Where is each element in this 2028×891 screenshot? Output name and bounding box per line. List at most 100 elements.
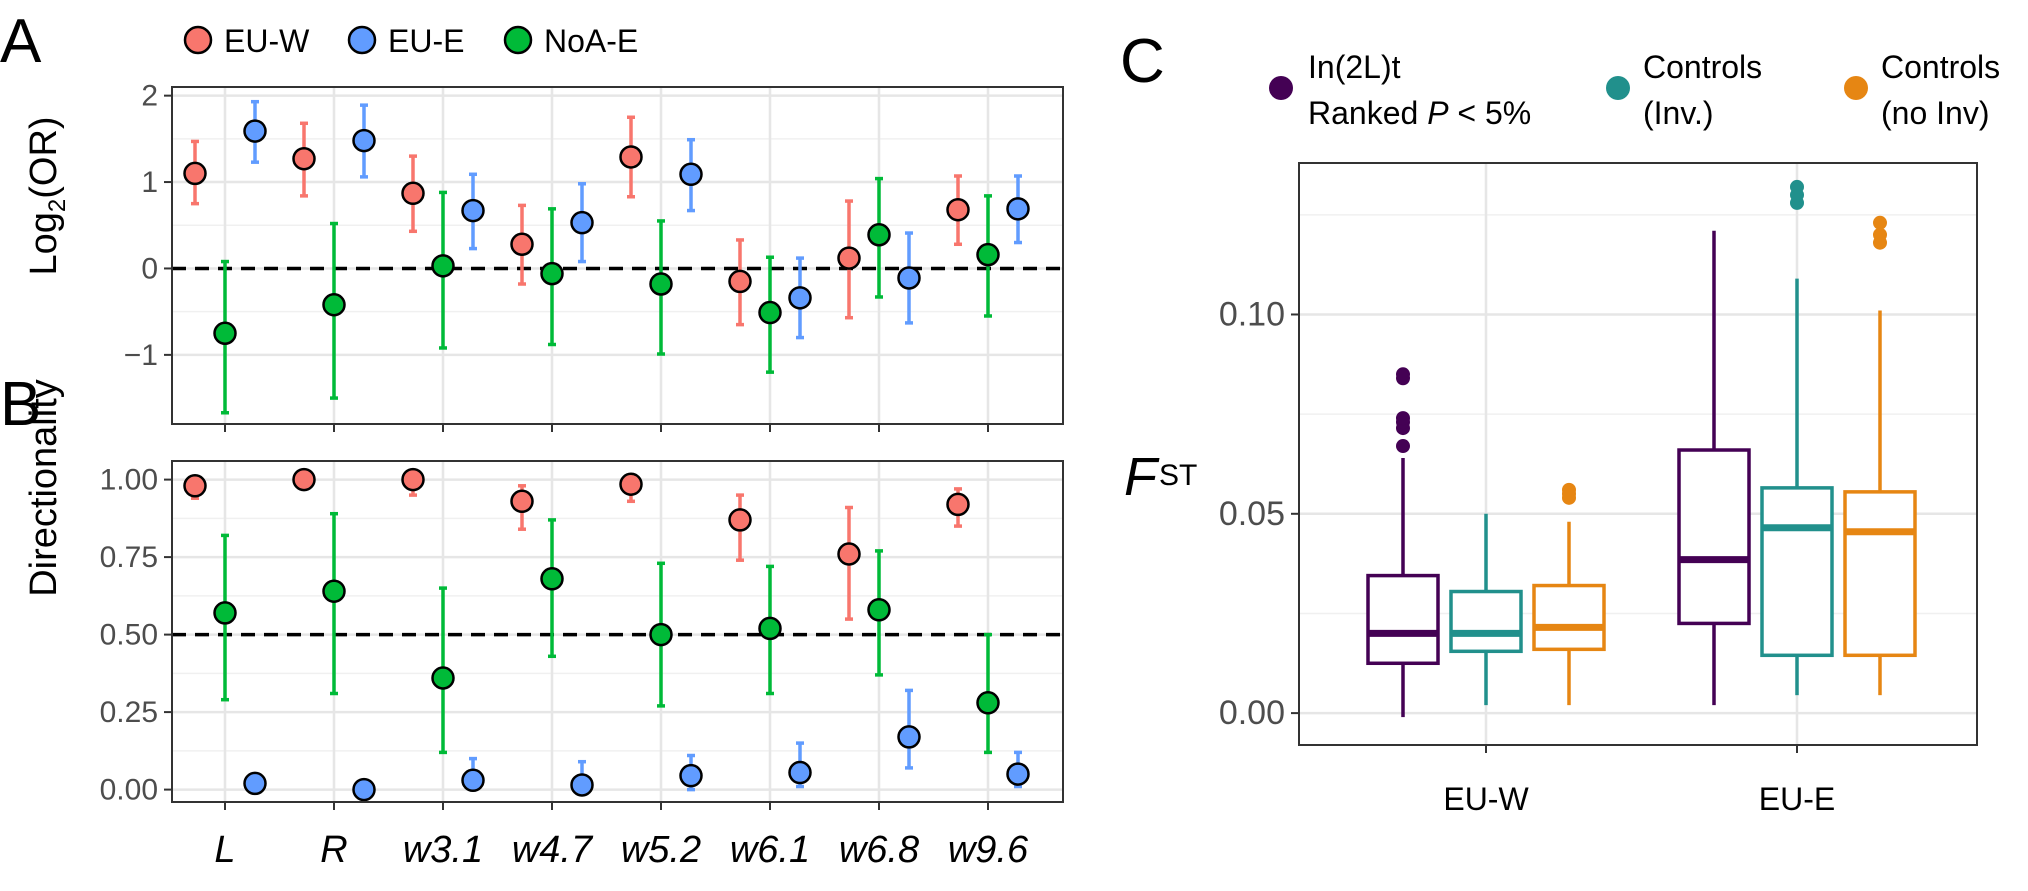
y-tick-label: 1: [141, 166, 158, 199]
y-tick-label: 0.25: [100, 696, 158, 729]
legend-marker-inv: [1269, 76, 1293, 100]
point-eu-w-r: [292, 467, 316, 492]
point-eu-w-w5-2: [619, 145, 643, 169]
legend-label-inv-line2-post: < 5%: [1449, 95, 1532, 131]
point-eu-e-w9-6: [1006, 762, 1030, 786]
box-in-2l-t-ranked-p-5-eu-e: [1677, 448, 1751, 626]
point-eu-e-w3-1: [461, 198, 485, 223]
y-axis-label-c-sub: ST: [1159, 459, 1197, 492]
legend-label-noa-e: NoA-E: [544, 23, 638, 59]
box-in-2l-t-ranked-p-5-eu-w: [1366, 573, 1440, 666]
point-eu-e-w5-2: [679, 162, 703, 187]
panel-border: [171, 460, 1064, 803]
point-eu-w-w5-2: [619, 472, 643, 496]
point-eu-e-l: [243, 119, 267, 143]
legend-marker-eu-w: [183, 25, 213, 55]
point-noa-e-w9-6: [976, 242, 1000, 267]
outlier-in-2l-t-ranked-p-5-eu-w: [1396, 367, 1410, 382]
legend-marker-ctrl-inv: [1606, 76, 1630, 100]
legend-label-inv-line2-p: P: [1427, 95, 1449, 131]
y-tick-label: 0.50: [100, 619, 158, 652]
legend-marker-ctrl-noinv: [1844, 76, 1868, 100]
legend-label-ctrl-noinv-line2: (no Inv): [1881, 95, 1989, 131]
outlier-controls-inv-eu-e: [1790, 179, 1804, 194]
box-controls-no-inv-eu-w: [1532, 583, 1606, 652]
y-tick-label: 0: [141, 252, 158, 285]
point-eu-e-w9-6: [1006, 197, 1030, 221]
outlier-in-2l-t-ranked-p-5-eu-w: [1396, 439, 1410, 454]
panel-label-c: C: [1120, 27, 1165, 96]
point-eu-e-w6-8: [897, 266, 921, 290]
point-eu-e-w3-1: [461, 768, 485, 793]
outlier-controls-no-inv-eu-e: [1873, 227, 1887, 242]
point-noa-e-w4-7: [540, 261, 564, 286]
y-tick-label: 1.00: [100, 464, 158, 497]
point-eu-w-w9-6: [946, 197, 970, 222]
box-controls-inv-eu-w: [1449, 589, 1523, 654]
y-tick-label: 0.00: [100, 774, 158, 807]
x-tick-label-eu-e: EU-E: [1759, 781, 1835, 817]
point-noa-e-w3-1: [431, 666, 455, 690]
x-tick-label-w4-7: w4.7: [512, 829, 594, 871]
point-eu-w-w3-1: [401, 181, 425, 206]
legend-marker-noa-e: [503, 25, 533, 55]
x-tick-label-l: L: [214, 829, 235, 871]
point-eu-w-r: [292, 146, 316, 171]
box-controls-inv-eu-e: [1760, 486, 1834, 658]
legend-ab: EU-W EU-E NoA-E: [183, 23, 638, 59]
panel-a-plot: 2 1 0 −1: [124, 80, 1064, 432]
x-tick-label-w6-8: w6.8: [839, 829, 919, 871]
panel-label-b: B: [0, 370, 41, 439]
point-eu-w-l: [183, 161, 207, 186]
x-tick-label-w5-2: w5.2: [621, 829, 701, 871]
point-noa-e-w9-6: [976, 691, 1000, 715]
point-noa-e-w6-8: [867, 598, 891, 622]
y-axis-label-a: Log2(OR): [23, 116, 71, 275]
legend-label-eu-w: EU-W: [224, 23, 310, 59]
panel-label-a: A: [0, 7, 42, 76]
point-eu-w-w3-1: [401, 467, 425, 492]
point-noa-e-w4-7: [540, 567, 564, 591]
point-eu-w-w6-1: [728, 269, 752, 294]
x-tick-label-w6-1: w6.1: [730, 829, 810, 871]
point-eu-e-r: [352, 777, 376, 802]
point-eu-e-w6-1: [788, 760, 812, 785]
point-noa-e-w3-1: [431, 254, 455, 278]
point-eu-w-w6-8: [837, 246, 861, 270]
x-tick-label-w3-1: w3.1: [403, 829, 483, 871]
plot-background: [172, 87, 1063, 424]
point-noa-e-r: [322, 579, 346, 603]
outlier-controls-no-inv-eu-e: [1873, 215, 1887, 230]
point-eu-w-w4-7: [510, 489, 534, 514]
point-eu-e-w4-7: [570, 210, 594, 235]
y-tick-label: 0.05: [1219, 495, 1285, 533]
y-axis-label-b: Directionality: [23, 379, 65, 597]
point-eu-e-w6-1: [788, 286, 812, 310]
point-eu-e-w4-7: [570, 773, 594, 797]
y-axis-label-c-main: F: [1124, 447, 1160, 507]
point-noa-e-l: [213, 601, 237, 625]
y-tick-label: −1: [124, 339, 158, 372]
panel-c-plot: 0.00 0.05 0.10 EU-W EU-E: [1219, 162, 1978, 817]
legend-label-ctrl-inv-line2: (Inv.): [1643, 95, 1714, 131]
point-eu-w-w6-1: [728, 508, 752, 532]
y-tick-label: 0.00: [1219, 694, 1285, 732]
y-axis-label-a-pre: Log: [23, 212, 65, 275]
y-axis-label-a-post: (OR): [23, 116, 65, 198]
box-controls-no-inv-eu-e: [1843, 490, 1917, 658]
point-eu-e-l: [243, 771, 267, 796]
point-noa-e-w5-2: [649, 272, 673, 296]
y-axis-label-a-sub: 2: [44, 199, 71, 212]
legend-label-inv-line2: Ranked P < 5%: [1308, 95, 1531, 131]
legend-c: In(2L)t Ranked P < 5% Controls (Inv.) Co…: [1269, 49, 2000, 131]
point-eu-w-w9-6: [946, 492, 970, 517]
x-tick-label-w9-6: w9.6: [948, 829, 1029, 871]
legend-label-inv-line1: In(2L)t: [1308, 49, 1401, 85]
point-eu-w-l: [183, 474, 207, 498]
y-axis-label-c: FST: [1124, 447, 1197, 507]
point-eu-e-w6-8: [897, 725, 921, 749]
point-noa-e-w6-8: [867, 223, 891, 247]
legend-label-ctrl-noinv-line1: Controls: [1881, 49, 2000, 85]
legend-marker-eu-e: [347, 25, 377, 55]
